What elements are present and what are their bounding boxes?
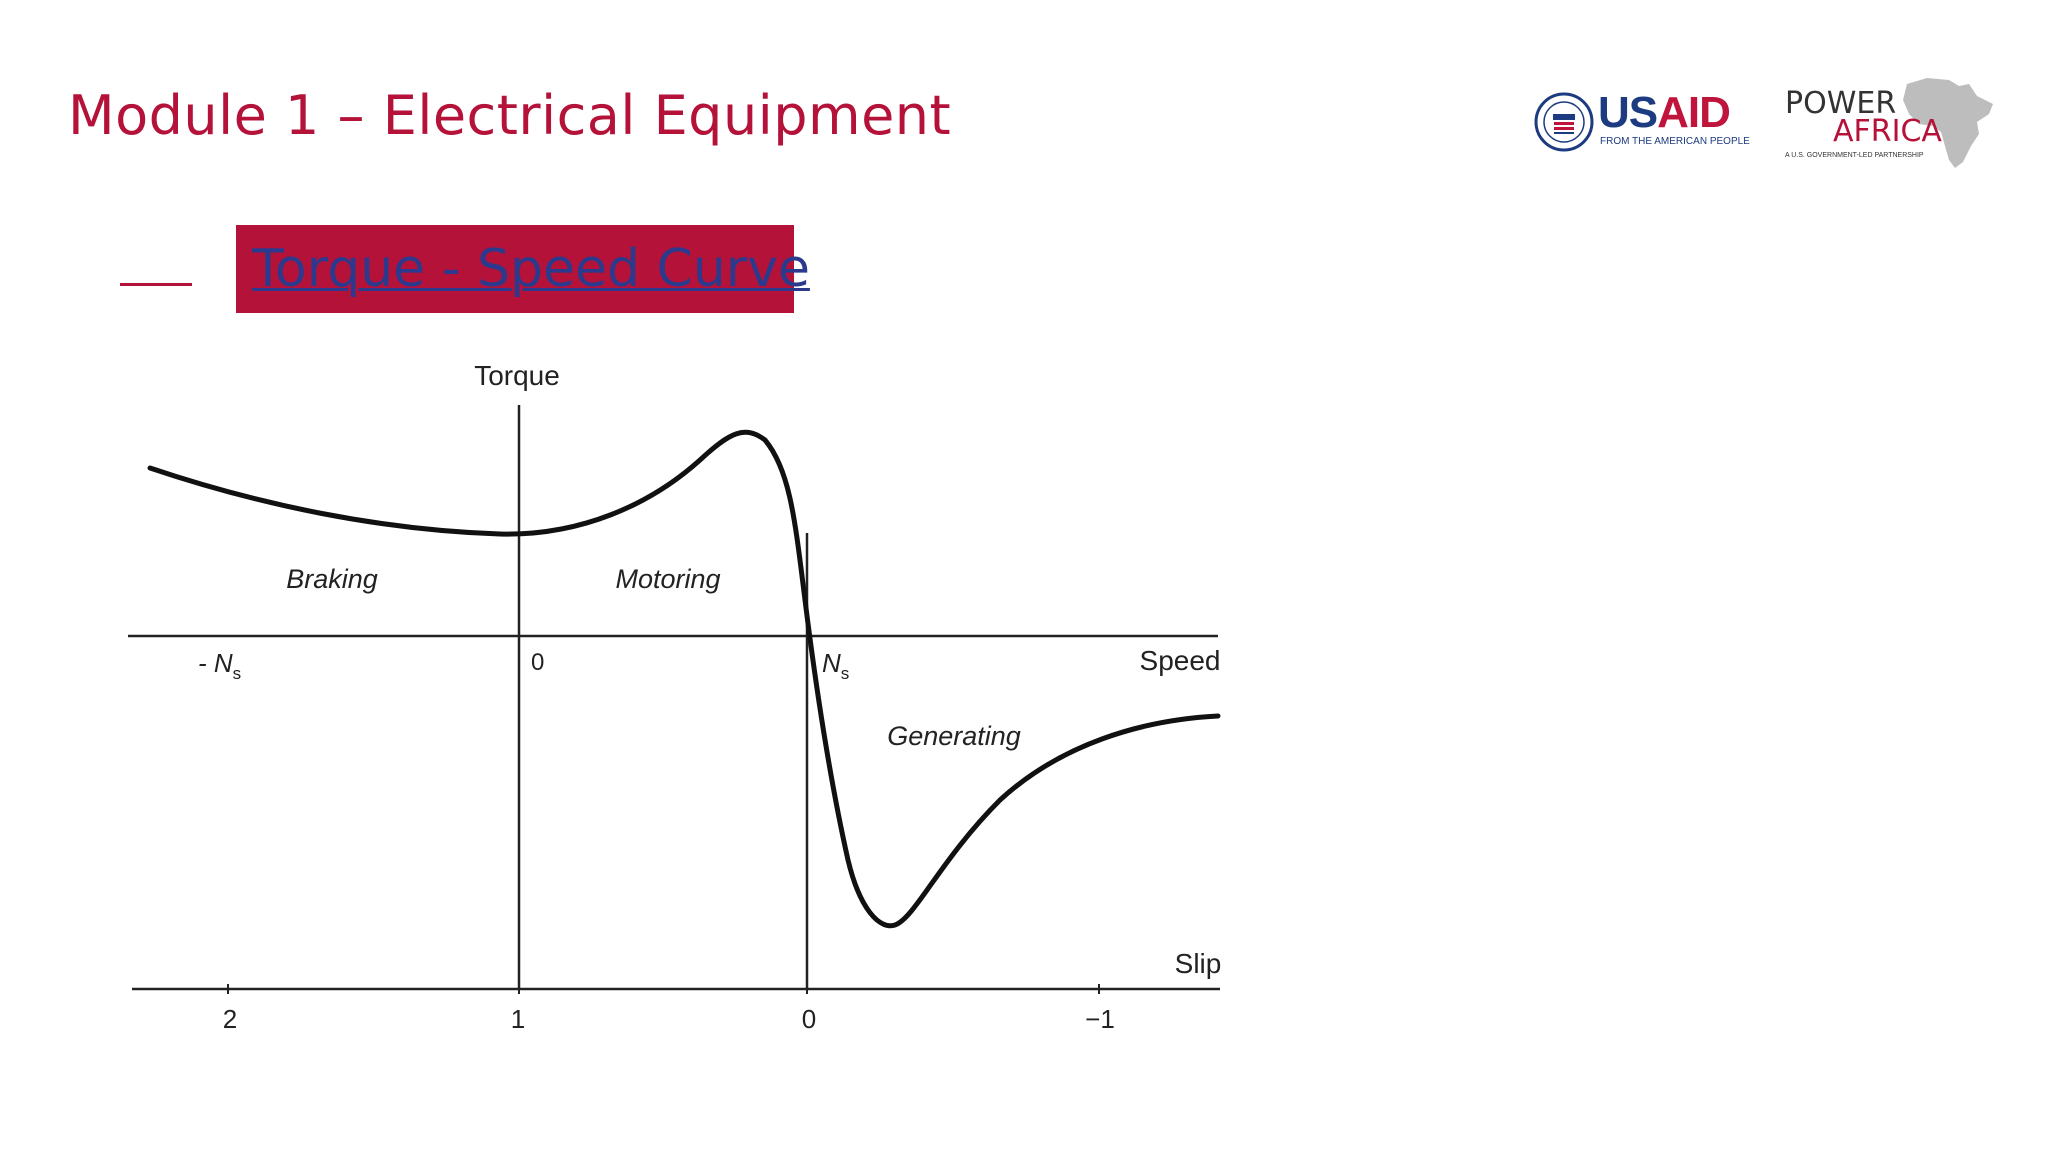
power-africa-tagline: A U.S. GOVERNMENT-LED PARTNERSHIP: [1785, 152, 1924, 159]
usaid-logo: USAID FROM THE AMERICAN PEOPLE: [1534, 88, 1750, 158]
subtitle-link[interactable]: Torque - Speed Curve: [252, 239, 810, 299]
speed-tick-ns: Ns: [822, 648, 849, 683]
africa-map-icon: [1903, 78, 1993, 168]
subtitle-highlight: Torque - Speed Curve: [236, 225, 810, 313]
bullet-dash: [120, 283, 192, 286]
page-title: Module 1 – Electrical Equipment: [68, 84, 952, 147]
speed-axis-label: Speed: [1140, 645, 1221, 676]
slip-tick-label: −1: [1085, 1004, 1115, 1034]
usaid-seal-icon: [1534, 92, 1594, 152]
region-generating-label: Generating: [887, 721, 1021, 751]
speed-tick-neg-ns: - Ns: [198, 648, 241, 683]
usaid-wordmark: USAID: [1598, 88, 1731, 137]
slip-tick-label: 0: [802, 1004, 816, 1034]
torque-axis-label: Torque: [474, 360, 560, 391]
region-motoring-label: Motoring: [615, 564, 720, 594]
torque-speed-curve: [147, 429, 1221, 929]
region-braking-label: Braking: [286, 564, 378, 594]
usaid-tagline: FROM THE AMERICAN PEOPLE: [1600, 136, 1750, 147]
power-africa-word-power: POWER: [1785, 86, 1897, 121]
slip-axis-label: Slip: [1175, 948, 1222, 979]
slip-tick-label: 1: [511, 1004, 525, 1034]
speed-tick-zero: 0: [531, 649, 544, 676]
power-africa-word-africa: AFRICA: [1833, 114, 1942, 149]
slip-tick-label: 2: [223, 1004, 237, 1034]
power-africa-logo: POWER AFRICA A U.S. GOVERNMENT-LED PARTN…: [1785, 74, 2001, 170]
